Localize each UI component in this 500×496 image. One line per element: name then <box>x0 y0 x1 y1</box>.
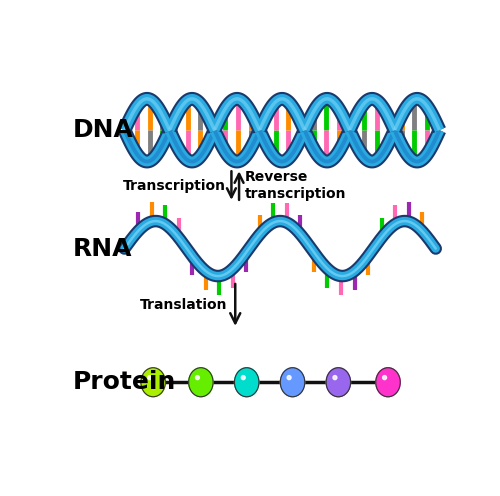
Ellipse shape <box>326 368 350 397</box>
Text: RNA: RNA <box>73 237 132 260</box>
Ellipse shape <box>333 375 337 379</box>
Ellipse shape <box>234 368 259 397</box>
Ellipse shape <box>148 375 152 379</box>
Ellipse shape <box>287 375 291 379</box>
Text: DNA: DNA <box>73 118 134 142</box>
Text: Translation: Translation <box>140 298 228 312</box>
Ellipse shape <box>376 368 400 397</box>
Ellipse shape <box>196 375 200 379</box>
Ellipse shape <box>141 368 166 397</box>
Ellipse shape <box>242 375 245 379</box>
Text: Reverse
transcription: Reverse transcription <box>245 171 346 201</box>
Text: Transcription: Transcription <box>122 179 226 192</box>
Text: Protein: Protein <box>73 370 176 394</box>
Ellipse shape <box>382 375 386 379</box>
Ellipse shape <box>280 368 305 397</box>
Ellipse shape <box>188 368 213 397</box>
